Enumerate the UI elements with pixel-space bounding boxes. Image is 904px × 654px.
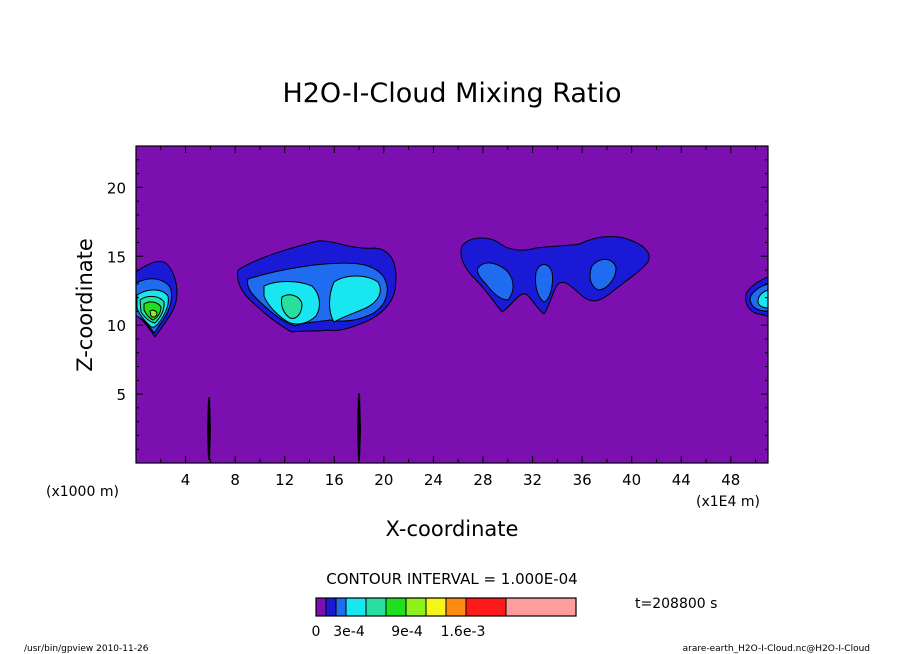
colorbar-swatch — [445, 597, 467, 617]
plot-area — [136, 146, 768, 463]
colorbar-swatch — [385, 597, 407, 617]
colorbar-label: 0 — [312, 624, 321, 640]
y-axis: 5 10 15 20 — [107, 159, 768, 450]
thin-feature-1 — [207, 397, 211, 460]
colorbar-swatch — [335, 597, 347, 617]
contour-interval-label: CONTOUR INTERVAL = 1.000E-04 — [326, 570, 577, 588]
x-tick-label: 48 — [721, 471, 740, 489]
colorbar-swatch — [315, 597, 327, 617]
y-tick-label: 10 — [107, 317, 126, 335]
colorbar-swatch — [505, 597, 577, 617]
x-tick-label: 40 — [622, 471, 641, 489]
x-tick-label: 28 — [473, 471, 492, 489]
y-tick-label: 15 — [107, 248, 126, 266]
thin-feature-2 — [357, 393, 361, 460]
colorbar-label: 1.6e-3 — [441, 624, 486, 640]
colorbar-frame — [315, 597, 577, 617]
x-axis: 4 8 12 16 20 24 28 32 36 40 44 48 — [160, 146, 757, 489]
x-tick-label: 44 — [672, 471, 691, 489]
x-tick-label: 12 — [275, 471, 294, 489]
colorbar-swatch — [405, 597, 427, 617]
y-tick-label: 20 — [107, 179, 126, 197]
right-cloud-level-2b — [535, 264, 553, 303]
colorbar-swatch — [325, 597, 337, 617]
x-tick-label: 4 — [181, 471, 191, 489]
x-tick-label: 16 — [325, 471, 344, 489]
chart-title: H2O-I-Cloud Mixing Ratio — [282, 78, 621, 109]
x-axis-title: X-coordinate — [386, 517, 519, 541]
plot-frame — [135, 145, 769, 464]
colorbar-label: 3e-4 — [333, 624, 365, 640]
central-cloud-level-3b — [329, 275, 381, 323]
footer-right: arare-earth_H2O-I-Cloud.nc@H2O-I-Cloud — [683, 644, 870, 654]
right-cloud-level-2c — [589, 259, 617, 291]
colorbar-swatch — [465, 597, 507, 617]
contour-fills — [135, 236, 769, 460]
x-tick-label: 24 — [424, 471, 443, 489]
footer-left: /usr/bin/gpview 2010-11-26 — [24, 644, 149, 654]
x-unit-right: (x1E4 m) — [696, 494, 760, 510]
x-tick-label: 8 — [230, 471, 240, 489]
x-tick-label: 20 — [374, 471, 393, 489]
time-label: t=208800 s — [635, 596, 717, 612]
colorbar-swatch — [345, 597, 367, 617]
x-tick-label: 36 — [573, 471, 592, 489]
right-edge-level-3 — [757, 289, 769, 309]
x-unit-left: (x1000 m) — [46, 484, 119, 500]
y-axis-title: Z-coordinate — [73, 238, 97, 372]
central-cloud-level-4 — [281, 294, 303, 319]
colorbar-swatch — [365, 597, 387, 617]
colorbar-swatch — [425, 597, 447, 617]
x-tick-label: 32 — [523, 471, 542, 489]
y-tick-label: 5 — [116, 386, 126, 404]
right-cloud-level-2a — [477, 262, 514, 301]
colorbar: 0 3e-4 9e-4 1.6e-3 — [312, 597, 577, 640]
colorbar-label: 9e-4 — [391, 624, 423, 640]
left-cloud-level-6 — [149, 309, 158, 318]
